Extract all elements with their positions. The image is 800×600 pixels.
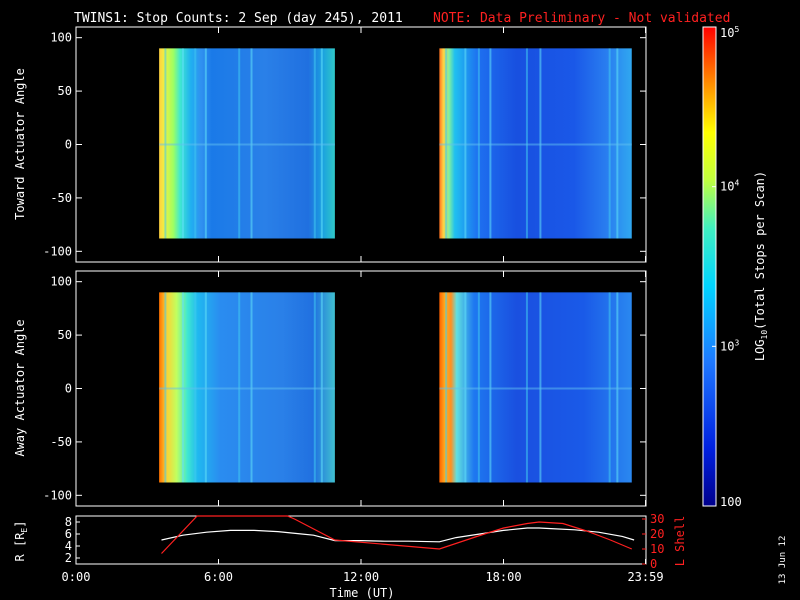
preliminary-note: NOTE: Data Preliminary - Not validated [433,11,730,26]
generation-date: 13 Jun 12 [778,536,788,585]
toward-data-block-0 [159,48,335,239]
radius-tick-label: 4 [65,539,72,553]
time-axis-label: Time (UT) [329,586,394,600]
toward-streak [164,48,167,239]
lshell-tick-label: 10 [650,542,664,556]
away-streak [477,292,480,483]
away-streak [489,292,492,483]
toward-streak [194,48,197,239]
lshell-tick-label: 30 [650,512,664,526]
away-streak [164,292,167,483]
lshell-line [161,515,633,554]
y-tick-label: 0 [65,382,72,396]
away-data-block-0 [159,292,335,483]
away-streak [464,292,467,483]
y-tick-label: -50 [50,191,72,205]
lshell-tick-label: 0 [650,557,657,571]
lshell-axis-label: L Shell [673,516,687,567]
away-angle-label: Away Actuator Angle [13,319,27,456]
toward-streak [204,48,207,239]
toward-angle-panel: -100 -50 0 50 100 Toward Actuator Angle [13,26,647,263]
toward-streak [539,48,542,239]
away-streak [238,292,241,483]
toward-streak [250,48,253,239]
colorbar-label: LOG10(Total Stops per Scan) [753,171,769,361]
away-streak [204,292,207,483]
y-tick-label: -50 [50,435,72,449]
toward-streak [616,48,619,239]
radius-line [161,527,635,543]
away-streak [445,292,448,483]
away-streak [181,292,184,483]
y-tick-label: -100 [43,244,72,258]
away-streak [320,292,323,483]
y-tick-label: 50 [58,328,72,342]
x-tick-label: 6:00 [204,570,233,584]
y-tick-label: 50 [58,84,72,98]
colorbar-tick-label: 100 [720,495,742,509]
away-streak [608,292,611,483]
away-zero-band [439,387,632,390]
y-tick-label: 0 [65,138,72,152]
toward-streak [489,48,492,239]
x-tick-label: 0:00 [62,570,91,584]
toward-streak [313,48,316,239]
toward-streak [181,48,184,239]
away-streak [616,292,619,483]
lshell-tick-label: 20 [650,527,664,541]
colorbar-tick-label: 105 [720,25,739,40]
radius-tick-label: 6 [65,527,72,541]
x-tick-label: 12:00 [343,570,379,584]
away-streak [525,292,528,483]
toward-streak [608,48,611,239]
colorbar-tick-label: 104 [720,179,739,194]
y-tick-label: 100 [50,275,72,289]
toward-streak [525,48,528,239]
colorbar-gradient [702,26,717,507]
toward-zero-band [439,143,632,146]
toward-data-block-1 [439,48,632,239]
away-streak [194,292,197,483]
away-data-block-1 [439,292,632,483]
away-streak [313,292,316,483]
toward-zero-band [159,143,335,146]
toward-streak [464,48,467,239]
away-streak [250,292,253,483]
radius-axis-label: R [RE] [13,521,29,562]
toward-streak [445,48,448,239]
toward-streak [320,48,323,239]
radius-tick-label: 2 [65,551,72,565]
chart-title: TWINS1: Stop Counts: 2 Sep (day 245), 20… [74,11,403,26]
colorbar: 100 103 104 105 LOG10(Total Stops per Scan) [702,25,769,509]
x-tick-label: 18:00 [485,570,521,584]
toward-angle-label: Toward Actuator Angle [13,68,27,220]
away-angle-panel: -100 -50 0 50 100 Away Actuator Angle [13,270,647,507]
radius-tick-label: 8 [65,515,72,529]
colorbar-tick-label: 103 [720,338,739,353]
x-tick-label: 23:59 [627,570,663,584]
away-streak [539,292,542,483]
toward-streak [477,48,480,239]
y-tick-label: 100 [50,31,72,45]
away-zero-band [159,387,335,390]
toward-streak [238,48,241,239]
y-tick-label: -100 [43,488,72,502]
